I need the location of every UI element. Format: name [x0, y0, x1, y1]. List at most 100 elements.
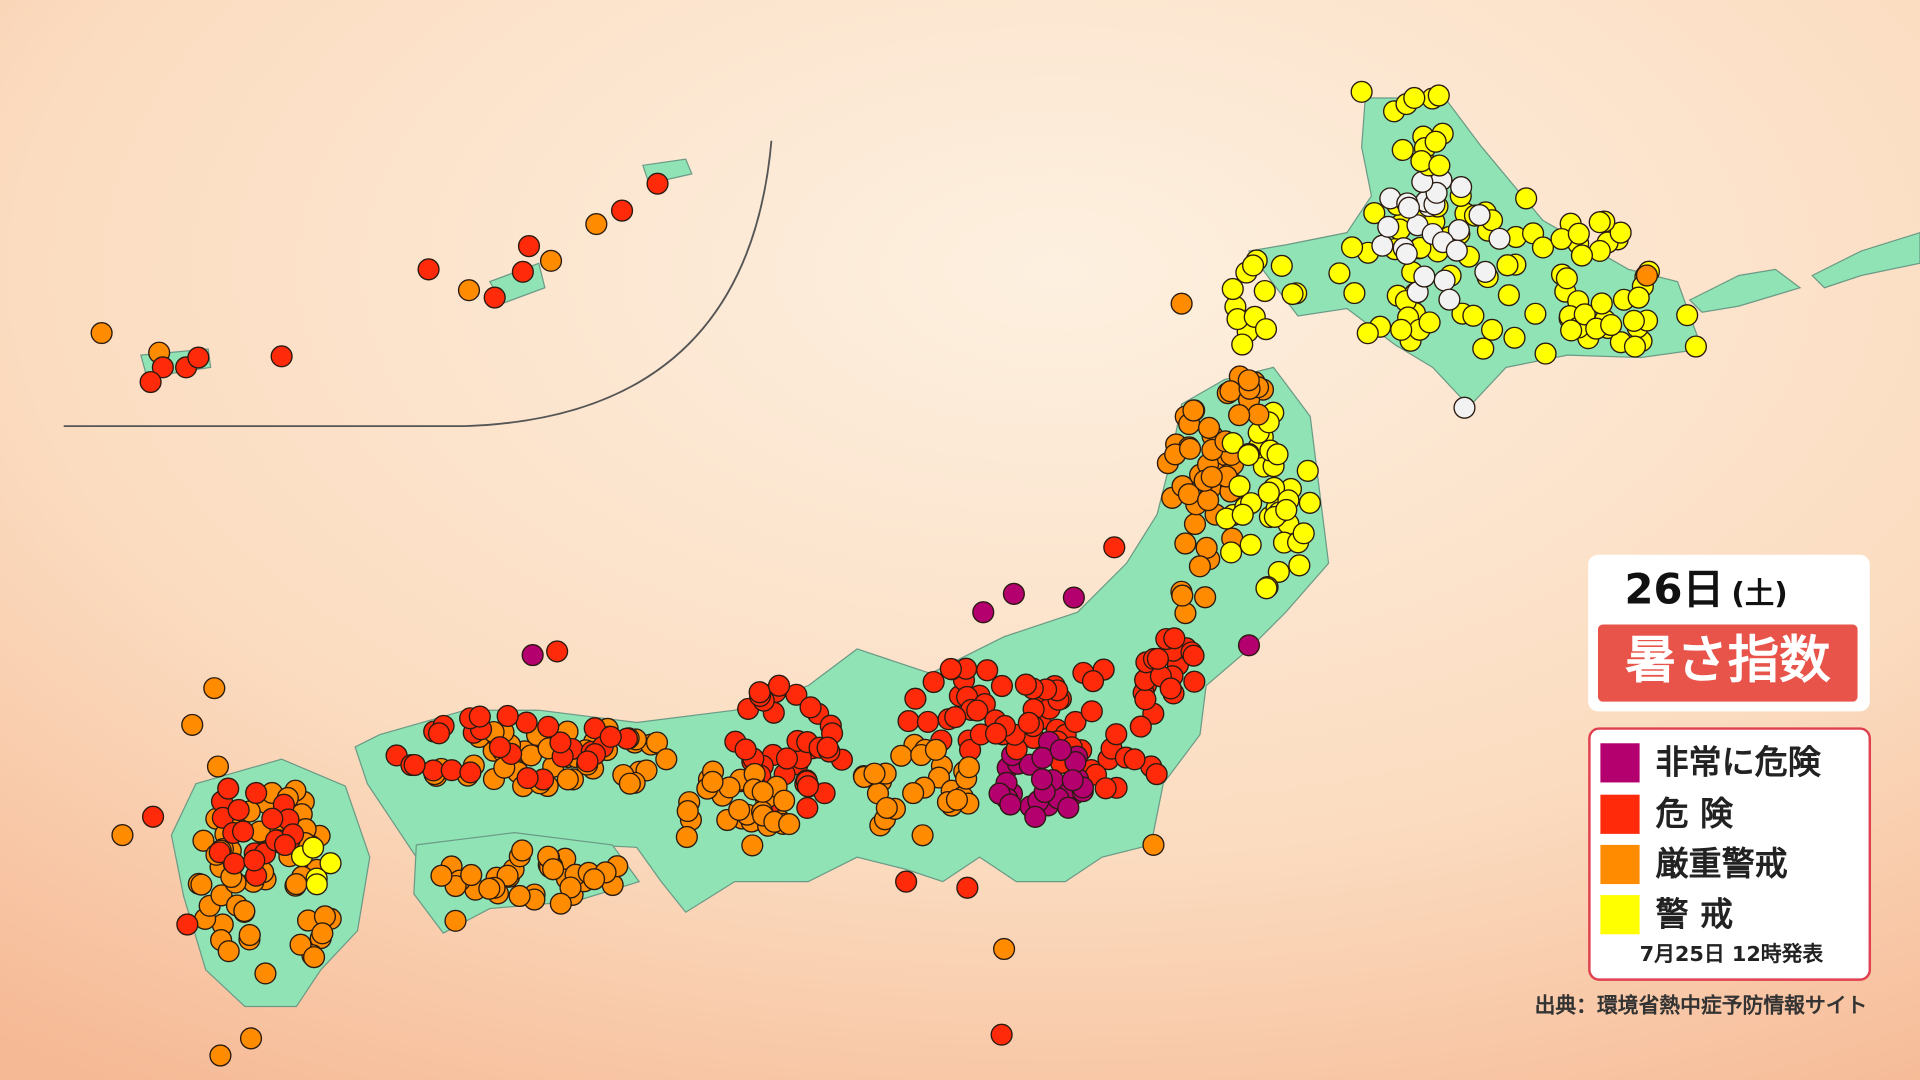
station-dot	[233, 899, 256, 923]
station-dot	[1453, 396, 1476, 419]
station-dot	[1237, 634, 1261, 657]
station-dot	[1064, 710, 1087, 734]
station-dot	[208, 841, 231, 864]
station-dot	[1014, 673, 1037, 696]
station-dot	[151, 356, 174, 379]
station-dot	[460, 863, 483, 887]
station-dot	[1474, 260, 1497, 283]
station-dot	[217, 777, 240, 800]
station-dot	[1390, 318, 1413, 341]
legend-label: 警 戒	[1656, 894, 1734, 933]
title: 暑さ指数	[1625, 631, 1831, 691]
station-dot	[1221, 277, 1244, 301]
station-dot	[990, 674, 1014, 698]
legend-label: 厳重警戒	[1656, 844, 1788, 883]
station-dot	[430, 864, 453, 887]
station-dot	[440, 759, 463, 782]
station-dot	[1531, 236, 1555, 259]
station-dot	[1298, 491, 1321, 514]
station-dot	[273, 833, 297, 857]
station-dot	[559, 876, 582, 899]
station-dot	[1197, 416, 1221, 439]
station-dot	[546, 640, 569, 663]
station-dot	[576, 750, 599, 773]
station-dot	[483, 286, 506, 309]
station-dot	[139, 370, 162, 394]
station-dot	[1281, 282, 1304, 306]
station-dot	[1105, 723, 1128, 746]
station-dot	[773, 789, 796, 812]
station-dot	[1024, 805, 1047, 828]
station-dot	[972, 601, 995, 624]
station-dot	[1241, 254, 1265, 277]
station-dot	[1377, 215, 1400, 238]
station-dot	[1609, 221, 1632, 244]
station-dot	[748, 681, 771, 704]
station-dot	[939, 657, 962, 681]
station-dot	[796, 775, 819, 798]
station-dot	[1356, 322, 1379, 345]
station-dot	[1231, 333, 1254, 356]
station-dot	[238, 923, 261, 947]
station-dot	[243, 849, 266, 872]
station-dot	[796, 796, 819, 820]
station-dot	[1515, 187, 1538, 210]
station-dot	[245, 781, 268, 805]
station-dot	[537, 715, 560, 738]
station-dot	[1288, 554, 1311, 577]
station-dot	[1472, 337, 1495, 360]
station-dot	[223, 852, 246, 875]
station-dot	[1343, 282, 1366, 305]
inset-border	[63, 140, 773, 428]
station-dot	[1221, 431, 1244, 455]
station-dot	[1413, 265, 1436, 288]
station-dot	[1178, 437, 1202, 460]
station-dot	[1590, 292, 1613, 315]
station-dot	[583, 868, 606, 891]
station-dot	[1094, 777, 1117, 800]
station-dot	[305, 873, 328, 896]
station-dot	[1228, 404, 1251, 427]
station-dot	[1427, 84, 1450, 107]
station-dot	[556, 768, 579, 791]
station-dot	[403, 753, 426, 777]
station-dot	[459, 761, 482, 784]
station-dot	[1081, 670, 1105, 693]
station-dot	[676, 799, 699, 823]
station-dot	[232, 820, 255, 843]
station-dot	[210, 884, 233, 907]
station-dot	[206, 755, 230, 778]
station-dot	[1030, 768, 1054, 791]
station-dots	[90, 80, 1707, 1067]
station-dot	[863, 762, 886, 785]
station-dot	[945, 788, 969, 811]
station-dot	[1080, 700, 1103, 723]
station-dot	[902, 782, 925, 805]
station-dot	[508, 884, 531, 908]
station-dot	[1275, 498, 1298, 522]
station-dot	[775, 747, 799, 770]
station-dot	[1142, 833, 1165, 856]
station-dot	[890, 744, 913, 767]
station-dot	[956, 876, 979, 899]
station-dot	[239, 1027, 263, 1050]
station-dot	[1480, 318, 1504, 341]
station-dot	[1171, 584, 1194, 607]
station-dot	[944, 706, 967, 729]
station-dot	[1134, 688, 1157, 711]
station-dot	[1170, 292, 1193, 315]
station-dot	[1588, 211, 1611, 234]
station-dot	[1424, 130, 1447, 153]
station-dot	[895, 870, 918, 893]
legend-swatch	[1600, 844, 1640, 885]
station-dot	[302, 836, 325, 859]
station-dot	[875, 796, 898, 820]
station-dot	[1560, 319, 1583, 342]
station-dot	[521, 644, 544, 667]
station-dot	[176, 913, 199, 936]
station-dot	[517, 235, 541, 258]
station-dot	[1445, 239, 1468, 262]
station-dot	[1497, 284, 1520, 307]
station-dot	[1220, 541, 1243, 564]
station-dot	[1524, 302, 1547, 325]
